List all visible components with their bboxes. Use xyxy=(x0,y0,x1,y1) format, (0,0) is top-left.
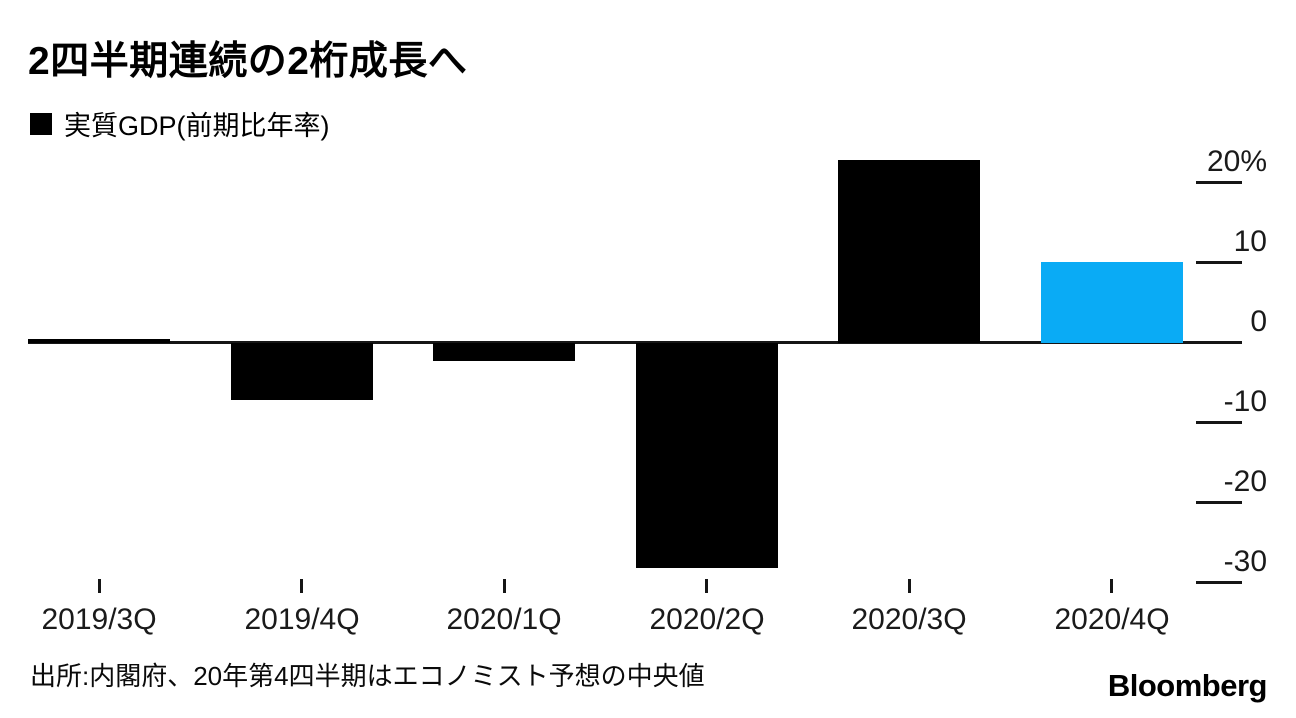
y-tick-4 xyxy=(1196,501,1242,504)
y-tick-label-0: 20% xyxy=(1206,145,1267,178)
y-tick-1 xyxy=(1196,261,1242,264)
y-tick-3 xyxy=(1196,421,1242,424)
x-tick-3 xyxy=(705,579,708,593)
bar-2020-2q xyxy=(636,343,778,568)
y-tick-label-5: -30 xyxy=(1223,545,1267,578)
bar-2020-3q xyxy=(838,160,980,343)
y-tick-label-4: -20 xyxy=(1223,465,1267,498)
x-tick-label-1: 2019/4Q xyxy=(244,603,360,636)
y-tick-5 xyxy=(1196,581,1242,584)
bar-2019-4q xyxy=(231,343,373,400)
chart-title: 2四半期連続の2桁成長へ xyxy=(28,40,468,83)
legend-label: 実質GDP(前期比年率) xyxy=(64,111,330,141)
bloomberg-logo: Bloomberg xyxy=(1107,668,1268,703)
x-tick-4 xyxy=(908,579,911,593)
x-tick-1 xyxy=(300,579,303,593)
source-note: 出所:内閣府、20年第4四半期はエコノミスト予想の中央値 xyxy=(30,661,705,691)
bar-2020-4q xyxy=(1041,262,1183,343)
x-tick-label-4: 2020/3Q xyxy=(851,603,967,636)
y-tick-label-2: 0 xyxy=(1250,305,1267,338)
bar-2019-3q xyxy=(28,339,170,343)
x-tick-0 xyxy=(98,579,101,593)
x-tick-label-0: 2019/3Q xyxy=(41,603,157,636)
legend: 実質GDP(前期比年率) xyxy=(30,104,330,143)
x-tick-5 xyxy=(1110,579,1113,593)
legend-swatch xyxy=(30,112,52,135)
y-tick-label-3: -10 xyxy=(1223,385,1267,418)
zero-axis-line xyxy=(28,341,1242,344)
y-tick-label-1: 10 xyxy=(1233,225,1267,258)
x-tick-label-5: 2020/4Q xyxy=(1054,603,1170,636)
x-tick-2 xyxy=(503,579,506,593)
x-tick-label-2: 2020/1Q xyxy=(446,603,562,636)
x-tick-label-3: 2020/2Q xyxy=(649,603,765,636)
y-tick-0 xyxy=(1196,181,1242,184)
bar-2020-1q xyxy=(433,343,575,361)
